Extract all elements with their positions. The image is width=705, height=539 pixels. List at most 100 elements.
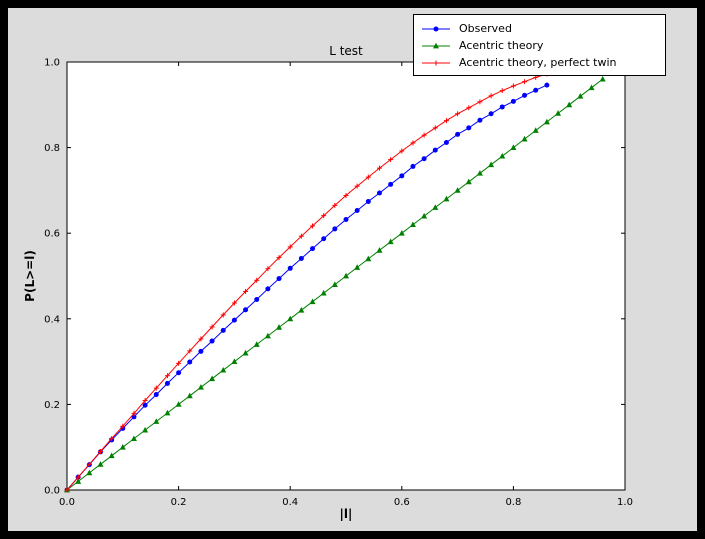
y-tick-label: 0.8 bbox=[44, 143, 60, 154]
y-tick-label: 0.6 bbox=[44, 229, 60, 240]
marker-triangle bbox=[599, 75, 606, 82]
marker-triangle bbox=[510, 144, 517, 150]
marker-triangle bbox=[264, 332, 271, 339]
marker-triangle bbox=[287, 315, 294, 322]
legend-label-observed: Observed bbox=[459, 22, 512, 35]
x-axis-label: |l| bbox=[339, 507, 353, 521]
marker-triangle bbox=[566, 101, 573, 108]
marker-triangle bbox=[209, 375, 216, 382]
figure-canvas: 0.0 0.2 0.4 0.6 0.8 1.0 0.0 0.2 0.4 0.6 0.8 1.0 L t… bbox=[8, 8, 697, 531]
chart-title: L test bbox=[329, 44, 363, 58]
marker-triangle bbox=[298, 307, 305, 313]
marker-triangle bbox=[433, 42, 439, 48]
plot-area: 0.0 0.2 0.4 0.6 0.8 1.0 0.0 0.2 0.4 0.6 0.8 1.0 bbox=[44, 58, 633, 509]
marker-circle bbox=[198, 348, 204, 354]
marker-triangle bbox=[130, 435, 137, 442]
marker-triangle bbox=[276, 324, 283, 330]
marker-circle bbox=[321, 236, 327, 242]
marker-circle bbox=[455, 131, 461, 137]
x-tick-label: 1.0 bbox=[617, 497, 633, 508]
marker-circle bbox=[343, 217, 349, 223]
marker-triangle bbox=[421, 212, 428, 219]
marker-triangle bbox=[97, 461, 104, 467]
legend-swatch-observed bbox=[422, 26, 450, 31]
marker-circle bbox=[466, 125, 472, 131]
marker-triangle bbox=[465, 178, 472, 185]
marker-triangle bbox=[231, 358, 238, 364]
marker-triangle bbox=[164, 409, 171, 416]
marker-circle bbox=[421, 156, 427, 162]
marker-circle bbox=[388, 181, 394, 187]
marker-triangle bbox=[220, 366, 227, 373]
legend-label-perfect-twin: Acentric theory, perfect twin bbox=[459, 56, 617, 69]
x-tick-label: 0.6 bbox=[394, 497, 410, 508]
marker-circle bbox=[365, 199, 371, 205]
marker-triangle bbox=[376, 247, 383, 253]
marker-triangle bbox=[186, 392, 193, 399]
marker-circle bbox=[276, 276, 282, 282]
series-1 bbox=[64, 75, 606, 493]
marker-circle bbox=[187, 359, 193, 365]
marker-triangle bbox=[543, 118, 550, 125]
marker-triangle bbox=[387, 238, 394, 245]
marker-triangle bbox=[476, 170, 483, 176]
y-axis-label: P(L>=l) bbox=[23, 250, 37, 302]
marker-circle bbox=[231, 317, 237, 323]
legend-entry: Acentric theory bbox=[420, 37, 659, 54]
marker-triangle bbox=[253, 341, 260, 347]
legend-swatch-perfect-twin bbox=[422, 60, 450, 65]
marker-circle bbox=[443, 139, 449, 145]
legend-entry: Acentric theory, perfect twin bbox=[420, 54, 659, 71]
x-tick-label: 0.0 bbox=[59, 497, 75, 508]
legend-swatch-acentric-theory bbox=[422, 42, 450, 48]
marker-circle bbox=[432, 147, 438, 153]
marker-triangle bbox=[75, 478, 82, 484]
marker-circle bbox=[176, 370, 182, 376]
marker-circle bbox=[265, 286, 271, 292]
marker-triangle bbox=[488, 161, 495, 168]
marker-circle bbox=[433, 26, 439, 31]
x-tick-label: 0.4 bbox=[282, 497, 298, 508]
marker-circle bbox=[376, 190, 382, 196]
marker-circle bbox=[164, 380, 170, 386]
marker-circle bbox=[399, 173, 405, 179]
x-tick-label: 0.2 bbox=[171, 497, 187, 508]
marker-circle bbox=[510, 98, 516, 104]
marker-triangle bbox=[331, 281, 338, 287]
marker-circle bbox=[533, 87, 539, 93]
legend: Observed Acentric theory Acentric theory… bbox=[413, 14, 666, 76]
marker-triangle bbox=[532, 127, 539, 133]
marker-triangle bbox=[577, 93, 584, 99]
legend-entry: Observed bbox=[420, 20, 659, 37]
marker-triangle bbox=[309, 298, 316, 305]
marker-circle bbox=[287, 265, 293, 271]
marker-triangle bbox=[242, 349, 249, 356]
marker-triangle bbox=[409, 221, 416, 228]
marker-circle bbox=[243, 307, 249, 313]
marker-circle bbox=[310, 246, 316, 252]
x-tick-label: 0.8 bbox=[505, 497, 521, 508]
marker-circle bbox=[298, 255, 304, 261]
series-line bbox=[66, 73, 548, 491]
marker-triangle bbox=[555, 110, 562, 116]
marker-triangle bbox=[365, 255, 372, 262]
marker-circle bbox=[544, 82, 550, 88]
marker-circle bbox=[220, 327, 226, 333]
marker-triangle bbox=[521, 135, 528, 142]
marker-circle bbox=[488, 111, 494, 117]
marker-triangle bbox=[454, 187, 461, 193]
marker-triangle bbox=[119, 444, 126, 450]
marker-circle bbox=[153, 392, 159, 398]
y-tick-label: 0.4 bbox=[44, 314, 60, 325]
marker-triangle bbox=[588, 84, 595, 91]
marker-triangle bbox=[320, 289, 327, 296]
marker-circle bbox=[209, 338, 215, 344]
y-tick-label: 0.0 bbox=[44, 486, 60, 497]
marker-triangle bbox=[443, 195, 450, 202]
marker-triangle bbox=[153, 418, 160, 424]
marker-circle bbox=[332, 226, 338, 232]
marker-triangle bbox=[175, 401, 182, 407]
marker-triangle bbox=[354, 264, 361, 270]
marker-triangle bbox=[343, 272, 349, 279]
